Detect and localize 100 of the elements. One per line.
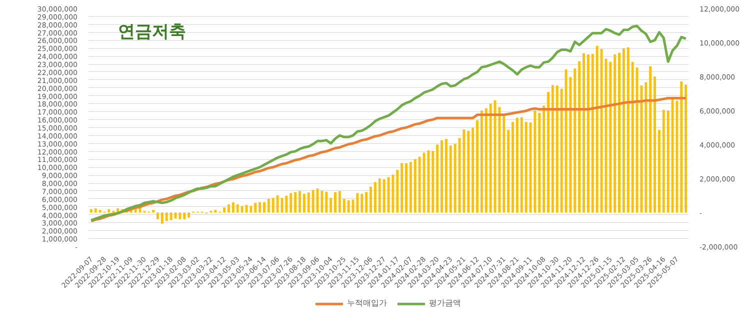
bar [654,76,656,212]
bar [378,178,381,212]
bar [551,85,554,212]
bar [578,61,581,212]
bar [188,212,190,218]
bar [502,116,506,212]
bar [631,62,634,212]
bar [547,92,550,212]
bar [263,202,266,212]
bar [330,198,332,212]
bar [312,190,314,212]
bar [302,194,306,212]
bar [614,54,616,212]
bar [622,48,625,212]
bar [462,130,466,212]
bar [676,100,678,212]
bar [108,209,110,212]
bar [649,66,652,212]
bar [267,198,270,212]
bar [98,210,102,212]
bar [534,110,536,212]
bar [432,150,434,212]
bar [476,120,478,212]
bar [538,113,541,212]
legend-label: 누적매입가 [347,298,387,308]
bar [626,47,630,212]
bar [214,210,217,212]
bar [370,186,372,212]
bar [662,110,665,212]
bar [556,86,558,212]
bar [684,84,688,212]
bar [480,110,483,212]
bar [591,54,594,212]
bar [569,77,572,212]
bar [360,194,364,212]
bar [542,106,546,212]
bar [94,208,97,212]
legend-label: 평가금액 [429,298,461,308]
bar [560,88,563,212]
bar [396,170,399,212]
bar [290,193,292,212]
bar [365,192,368,212]
bar [342,198,346,212]
bar [582,53,585,212]
bar [574,68,576,212]
bar [276,195,279,212]
bar [472,128,474,212]
bar [520,117,523,212]
bar [152,210,155,212]
bar [170,212,172,220]
bar [507,130,510,212]
bar [325,192,328,212]
bar [254,202,257,212]
bar [524,122,528,212]
bar [427,150,430,212]
bar [604,58,608,212]
bar [449,146,452,212]
line-series [90,24,688,222]
bar [409,162,412,212]
bar [294,192,297,212]
bar [356,193,359,212]
bar [347,200,350,212]
bar [338,191,341,212]
bar [90,209,92,212]
bar [374,182,376,212]
bar [228,204,230,212]
text: 연금저축 [118,22,186,42]
bar [444,139,448,212]
bar [258,202,262,212]
bar [454,144,456,212]
bar [498,107,501,212]
bar [516,118,518,212]
bar [298,191,301,212]
bar [484,108,488,212]
bar [512,122,514,212]
bar [436,144,439,212]
bar [334,192,336,212]
bar [666,110,670,212]
bar [178,212,182,220]
bar [285,196,288,212]
bar [232,202,234,212]
bar [156,212,159,220]
bar [644,82,648,212]
bar [236,204,239,212]
bar [467,130,470,212]
bar [418,156,421,212]
bar [680,81,683,212]
bar [414,159,416,212]
bar [618,52,620,212]
bar [596,46,598,212]
bar [609,62,612,212]
bar [165,212,168,221]
bar [320,190,324,212]
bar [440,140,443,212]
bar [272,198,274,212]
bar [183,212,186,220]
bar [223,207,226,212]
bar [640,86,643,212]
bar [382,179,386,212]
bar [489,104,492,212]
